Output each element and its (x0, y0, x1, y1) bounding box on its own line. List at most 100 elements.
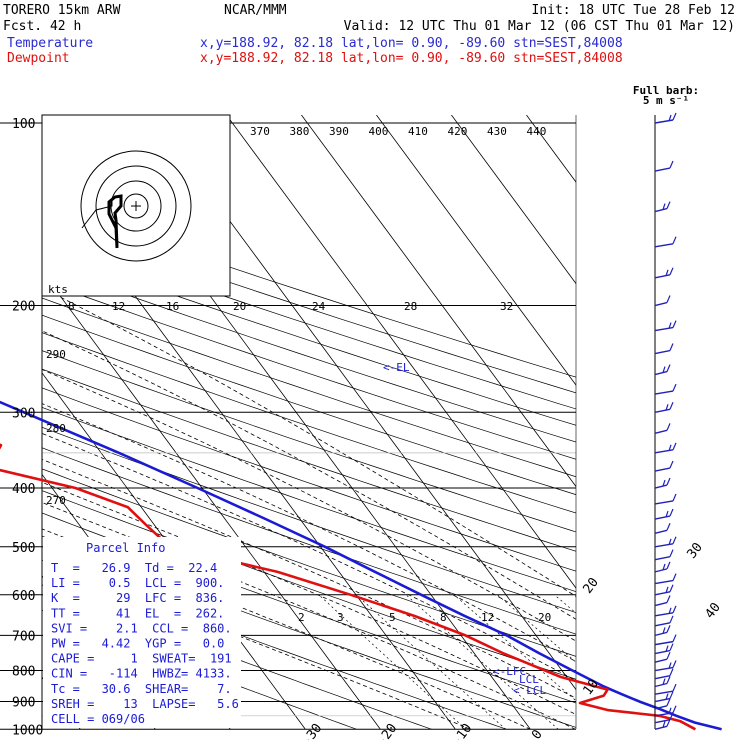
moist-adiabat-0 (42, 528, 531, 729)
wind-barb (654, 343, 674, 355)
moist-adiabat-6 (42, 502, 576, 729)
wind-barb (654, 112, 677, 124)
isotherm-tick-label: -10 (449, 721, 475, 740)
wind-barb (654, 573, 677, 585)
parcel-info-row: K = 29 LFC = 836. (51, 591, 224, 605)
pressure-tick-label: 100 (12, 117, 35, 132)
wind-barb (654, 523, 671, 534)
theta-label: 380 (290, 125, 310, 138)
wind-barb (654, 660, 677, 672)
wind-barb (654, 160, 674, 172)
dry-adiabat-440 (42, 233, 576, 410)
parcel-info-rows: T = 26.9 Td = 22.4LI = 0.5 LCL = 900.K =… (51, 561, 239, 726)
parcel-info-row: T = 26.9 Td = 22.4 (51, 561, 217, 575)
dry-adiabat-460 (42, 202, 576, 378)
parcel-info-row: CAPE = 1 SWEAT= 191 (51, 652, 232, 666)
wind-barb (654, 201, 671, 213)
wind-barb (654, 676, 671, 688)
theta-label: 430 (487, 125, 507, 138)
wind-barb (654, 267, 674, 279)
dry-adiabat-410 (42, 280, 576, 460)
sounding-annotation: < LCL (513, 684, 546, 697)
isotherm-60 (526, 115, 576, 183)
isotherm-tick-label: -30 (299, 721, 325, 740)
mixing-ratio-5 (405, 594, 559, 729)
wind-barb (654, 402, 674, 413)
hodograph-ring-label: 28 (404, 300, 417, 313)
dry-adiabat-450 (42, 217, 576, 394)
dry-adiabat-370 (42, 350, 576, 533)
wind-barb (654, 668, 674, 680)
wind-barb (654, 634, 677, 646)
full-barb-value: 5 m s⁻¹ (643, 94, 689, 107)
temperature-legend: Temperature (7, 36, 93, 51)
isotherm-tick-label: -20 (374, 721, 400, 740)
hodograph-ring-label: 20 (233, 300, 246, 313)
wind-barb (654, 691, 674, 703)
wind-barb (654, 493, 677, 505)
wind-barb (654, 295, 671, 307)
theta-label: 400 (369, 125, 389, 138)
parcel-info-row: CIN = -114 HWBZ= 4133. (51, 667, 232, 681)
dewpoint-legend: Dewpoint (7, 51, 70, 66)
temperature-line (0, 400, 722, 731)
mixing-ratio-label: 12 (481, 611, 494, 624)
location-line-temp: x,y=188.92, 82.18 lat,lon= 0.90, -89.60 … (200, 36, 623, 51)
theta-label: 370 (250, 125, 270, 138)
hodograph-ring-label: 24 (312, 300, 326, 313)
wind-barb (654, 698, 671, 710)
isotherm--20 (42, 270, 381, 729)
wind-barb (654, 364, 671, 376)
isotherm-tick-label: 10 (581, 677, 602, 699)
dry-adiabat-380 (42, 332, 576, 514)
sounding-annotation: <-LFC (493, 665, 526, 678)
pressure-tick-label: 600 (12, 589, 35, 604)
isotherm--70 (0, 115, 5, 729)
wind-barb (654, 536, 677, 548)
dry-adiabat-430 (42, 248, 576, 426)
wind-barb (654, 643, 674, 655)
hodograph-ring-label: 16 (166, 300, 179, 313)
dry-adiabat-330 (42, 426, 576, 613)
isotherm-50 (451, 115, 576, 285)
parcel-info-title: Parcel Info (86, 541, 165, 555)
init-time: Init: 18 UTC Tue 28 Feb 12 (532, 3, 736, 18)
parcel-info-box (43, 537, 241, 728)
hodograph-ring-label: 12 (112, 300, 125, 313)
theta-label: 440 (527, 125, 547, 138)
wind-barb (654, 584, 674, 596)
mixing-ratio-label: 3 (337, 611, 344, 624)
isotherm-tick-label: 20 (581, 575, 602, 597)
producer: NCAR/MMM (224, 3, 287, 18)
location-line-dew: x,y=188.92, 82.18 lat,lon= 0.90, -89.60 … (200, 51, 623, 66)
theta-label: 420 (448, 125, 468, 138)
moist-adiabat-30 (42, 330, 576, 620)
wind-barb (654, 615, 674, 627)
hodograph-trace (107, 194, 123, 249)
pressure-tick-label: 200 (12, 300, 35, 315)
wind-barb (654, 683, 677, 695)
forecast-hour: Fcst. 42 h (3, 19, 81, 34)
wind-barb (654, 625, 671, 637)
wind-barb (654, 651, 671, 663)
dry-adiabat-310 (42, 468, 576, 657)
isotherm-20 (226, 115, 576, 589)
full-barb-label: Full barb: (633, 84, 699, 97)
parcel-info-row: Tc = 30.6 SHEAR= 7. (51, 682, 232, 696)
parcel-info-row: SREH = 13 LAPSE= 5.6 (51, 697, 239, 711)
valid-time: Valid: 12 UTC Thu 01 Mar 12 (06 CST Thu … (344, 19, 735, 34)
dry-adiabat-420 (42, 264, 576, 443)
wind-barb (654, 549, 674, 561)
hodograph-trace-thin (81, 198, 113, 229)
pressure-tick-label: 700 (12, 629, 35, 644)
moist-adiabat-34 (42, 287, 576, 597)
wind-barb (654, 423, 671, 435)
mixing-ratio-label: 5 (389, 611, 396, 624)
dewpoint-line (0, 443, 697, 731)
pressure-tick-label: 300 (12, 406, 35, 421)
thetae-label: 270 (46, 494, 66, 507)
theta-label: 410 (408, 125, 428, 138)
wind-barb (654, 719, 671, 730)
moist-adiabat-18 (42, 433, 576, 682)
wind-barb (654, 705, 677, 717)
